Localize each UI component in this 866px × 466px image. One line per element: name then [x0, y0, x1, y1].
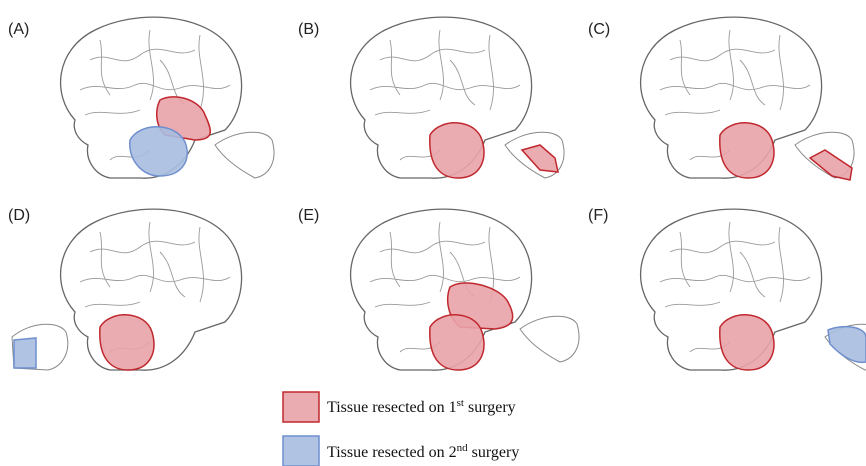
- legend-text: Tissue resected on 1st surgery: [327, 397, 516, 416]
- panel-a: (A): [8, 17, 274, 178]
- panel-e: (E): [298, 207, 579, 370]
- panel-d: (D): [8, 207, 242, 370]
- panel-label: (D): [8, 207, 30, 224]
- panel-label: (E): [298, 207, 319, 224]
- panel-label: (C): [588, 21, 610, 38]
- legend-swatch: [283, 436, 319, 466]
- panel-label: (B): [298, 21, 319, 38]
- legend-swatch: [283, 392, 319, 422]
- panel-f: (F): [588, 207, 866, 370]
- figure: (A) (B) (C) (D) (E) (F): [0, 0, 866, 466]
- panel-label: (F): [588, 207, 608, 224]
- panel-c: (C): [588, 17, 854, 180]
- legend-text: Tissue resected on 2nd surgery: [327, 442, 519, 461]
- panel-b: (B): [298, 17, 564, 178]
- panel-label: (A): [8, 21, 29, 38]
